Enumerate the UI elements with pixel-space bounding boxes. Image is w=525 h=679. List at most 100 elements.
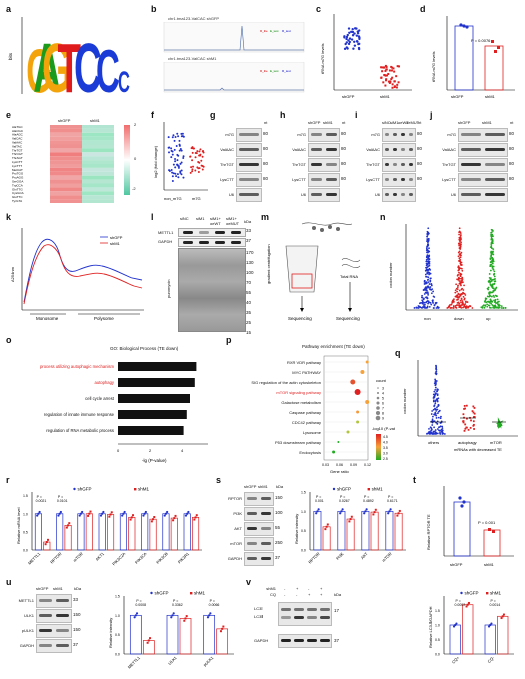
svg-text:AKT: AKT <box>360 551 369 560</box>
svg-text:PIK3CA: PIK3CA <box>134 551 148 565</box>
svg-text:RPTOR: RPTOR <box>49 551 62 564</box>
svg-text:Gene ratio: Gene ratio <box>330 469 349 474</box>
sequence-logo: bits G A G T C C C <box>8 17 130 102</box>
panel-label-m: m <box>261 212 270 222</box>
blot-row-label: ThrTGT <box>366 162 380 167</box>
blot-row-label: ValAAC <box>292 147 306 152</box>
blot-strip <box>308 188 340 202</box>
svg-text:ValTAC: ValTAC <box>12 144 23 148</box>
blot-col-label: shGFP <box>244 484 257 489</box>
blot-mw-label: 150 <box>73 612 81 617</box>
svg-text:8: 8 <box>382 412 384 416</box>
u-intensity-chart: Relative intensity METTL1 ULK1 pULK1 shGFP sh… <box>108 591 234 670</box>
svg-text:P53 downstream pathway: P53 downstream pathway <box>275 440 321 445</box>
blot-mw-label: 100 <box>275 510 283 515</box>
blot-row-label: ValAAC <box>366 147 380 152</box>
l-row-gapdh: GAPDH <box>158 239 173 244</box>
svg-text:METTL1: METTL1 <box>127 655 142 670</box>
blot-strip <box>308 128 340 142</box>
svg-text:AlaAGC: AlaAGC <box>12 133 24 137</box>
blot-strip <box>458 188 508 202</box>
blot-row-label: LysCTT <box>220 177 234 182</box>
blot-strip <box>382 158 416 172</box>
v-treatment-label: CQ <box>270 592 276 597</box>
blot-strip <box>244 492 274 506</box>
svg-text:Relative LC3-Ⅱ/GAPDH: Relative LC3-Ⅱ/GAPDH <box>428 606 433 648</box>
svg-text:ValCAC: ValCAC <box>12 137 23 141</box>
svg-text:T: T <box>58 29 82 102</box>
blot-strip <box>244 507 274 521</box>
svg-text:3.5: 3.5 <box>383 446 388 450</box>
svg-text:shM1: shM1 <box>490 591 502 596</box>
svg-text:P =: P = <box>316 495 321 499</box>
svg-text:shM1: shM1 <box>138 487 150 492</box>
panel-label-t: t <box>413 475 416 485</box>
svg-text:CQ+: CQ+ <box>451 655 461 665</box>
n-dots <box>413 227 507 309</box>
blot-strip <box>244 552 274 566</box>
svg-text:PIK3CB: PIK3CB <box>155 551 169 565</box>
svg-text:1.5: 1.5 <box>23 494 28 498</box>
svg-text:1.0: 1.0 <box>301 510 306 514</box>
blot-mw-label: 80 <box>509 176 515 181</box>
panel-label-q: q <box>395 348 401 358</box>
svg-text:P =: P = <box>173 599 178 603</box>
v-treatment-label: shM1 <box>266 586 276 591</box>
svg-text:0.0066: 0.0066 <box>209 603 220 607</box>
track-label-shm1: chr1.tma123-ValCAC shM1 <box>168 56 217 61</box>
svg-text:4.5: 4.5 <box>383 435 388 439</box>
svg-text:TrpCCA: TrpCCA <box>12 183 23 187</box>
blot-strip <box>36 609 72 623</box>
fold-change-dotplot: log2 (fold change) non_m7G m7G <box>153 122 208 201</box>
f-dots <box>167 132 205 183</box>
n-group-non: non <box>424 316 431 321</box>
o-title: GO: Biological Process (TE down) <box>110 346 179 351</box>
q-group-autophagy: autophagy <box>458 440 477 445</box>
go-bp-chart: GO: Biological Process (TE down) process… <box>10 346 220 470</box>
v-sign: - <box>296 592 298 597</box>
svg-text:C: C <box>96 39 120 102</box>
svg-text:shGFP: shGFP <box>78 487 92 492</box>
svg-text:CDC42 pathway: CDC42 pathway <box>292 420 321 425</box>
blot-unit-label: kDa <box>276 484 284 489</box>
k-legend-shgfp: shGFP <box>110 235 123 240</box>
svg-text:LysTTT: LysTTT <box>12 164 22 168</box>
panel-label-u: u <box>6 577 12 587</box>
blot-row-label: m7G <box>447 132 456 137</box>
svg-text:GluTTC: GluTTC <box>12 195 23 199</box>
northern-blot-i: siNC siM1 oeWT oeMUT nt m7G 80 ValAAC 80 ThrTGT 80… <box>358 120 430 208</box>
blot-row-label: AKT <box>234 526 242 531</box>
svg-text:autophagy: autophagy <box>94 380 114 385</box>
blot-mw-label: 37 <box>275 555 281 560</box>
svg-text:ThrTGT: ThrTGT <box>12 148 23 152</box>
svg-text:4.0: 4.0 <box>383 441 388 445</box>
blot-mw-label: 80 <box>417 146 423 151</box>
codon-number-plot: codon number non down up <box>388 224 518 321</box>
k-monosome: Monosome <box>36 316 59 321</box>
blot-mw-label: 80 <box>263 131 269 136</box>
blot-strip <box>236 128 262 142</box>
e-col-shm1: shM1 <box>90 118 100 123</box>
svg-text:P =: P = <box>456 599 461 603</box>
svg-text:RPTOR: RPTOR <box>307 551 320 564</box>
svg-text:1.0: 1.0 <box>115 614 120 618</box>
panel-label-a: a <box>6 4 12 14</box>
svg-text:mTOR: mTOR <box>72 551 84 563</box>
puromycin-blot: siNC siM1 siM1+ oeWT siM1+ oeMUT kDa MET… <box>158 216 254 335</box>
blot-strip <box>236 188 262 202</box>
blot-mw-label: 80 <box>341 176 347 181</box>
svg-text:P =: P = <box>37 495 42 499</box>
blot-mw-label: 80 <box>263 146 269 151</box>
panel-label-i: i <box>355 110 358 120</box>
svg-text:2.5: 2.5 <box>383 457 388 461</box>
blot-row-label: PI3K <box>233 511 242 516</box>
svg-text:shM1: shM1 <box>372 487 384 492</box>
v-sign: - <box>284 586 286 591</box>
blot-row-label: RPTOR <box>228 496 242 501</box>
svg-text:SerGGA: SerGGA <box>12 180 23 184</box>
puromycin-mw-label: 170 <box>246 250 254 255</box>
p-title: Pathway enrichment (TE down) <box>302 344 365 349</box>
t-ylabel: Relative RPTOR TE <box>426 514 431 550</box>
svg-text:1.0: 1.0 <box>23 512 28 516</box>
blot-strip <box>458 158 508 172</box>
